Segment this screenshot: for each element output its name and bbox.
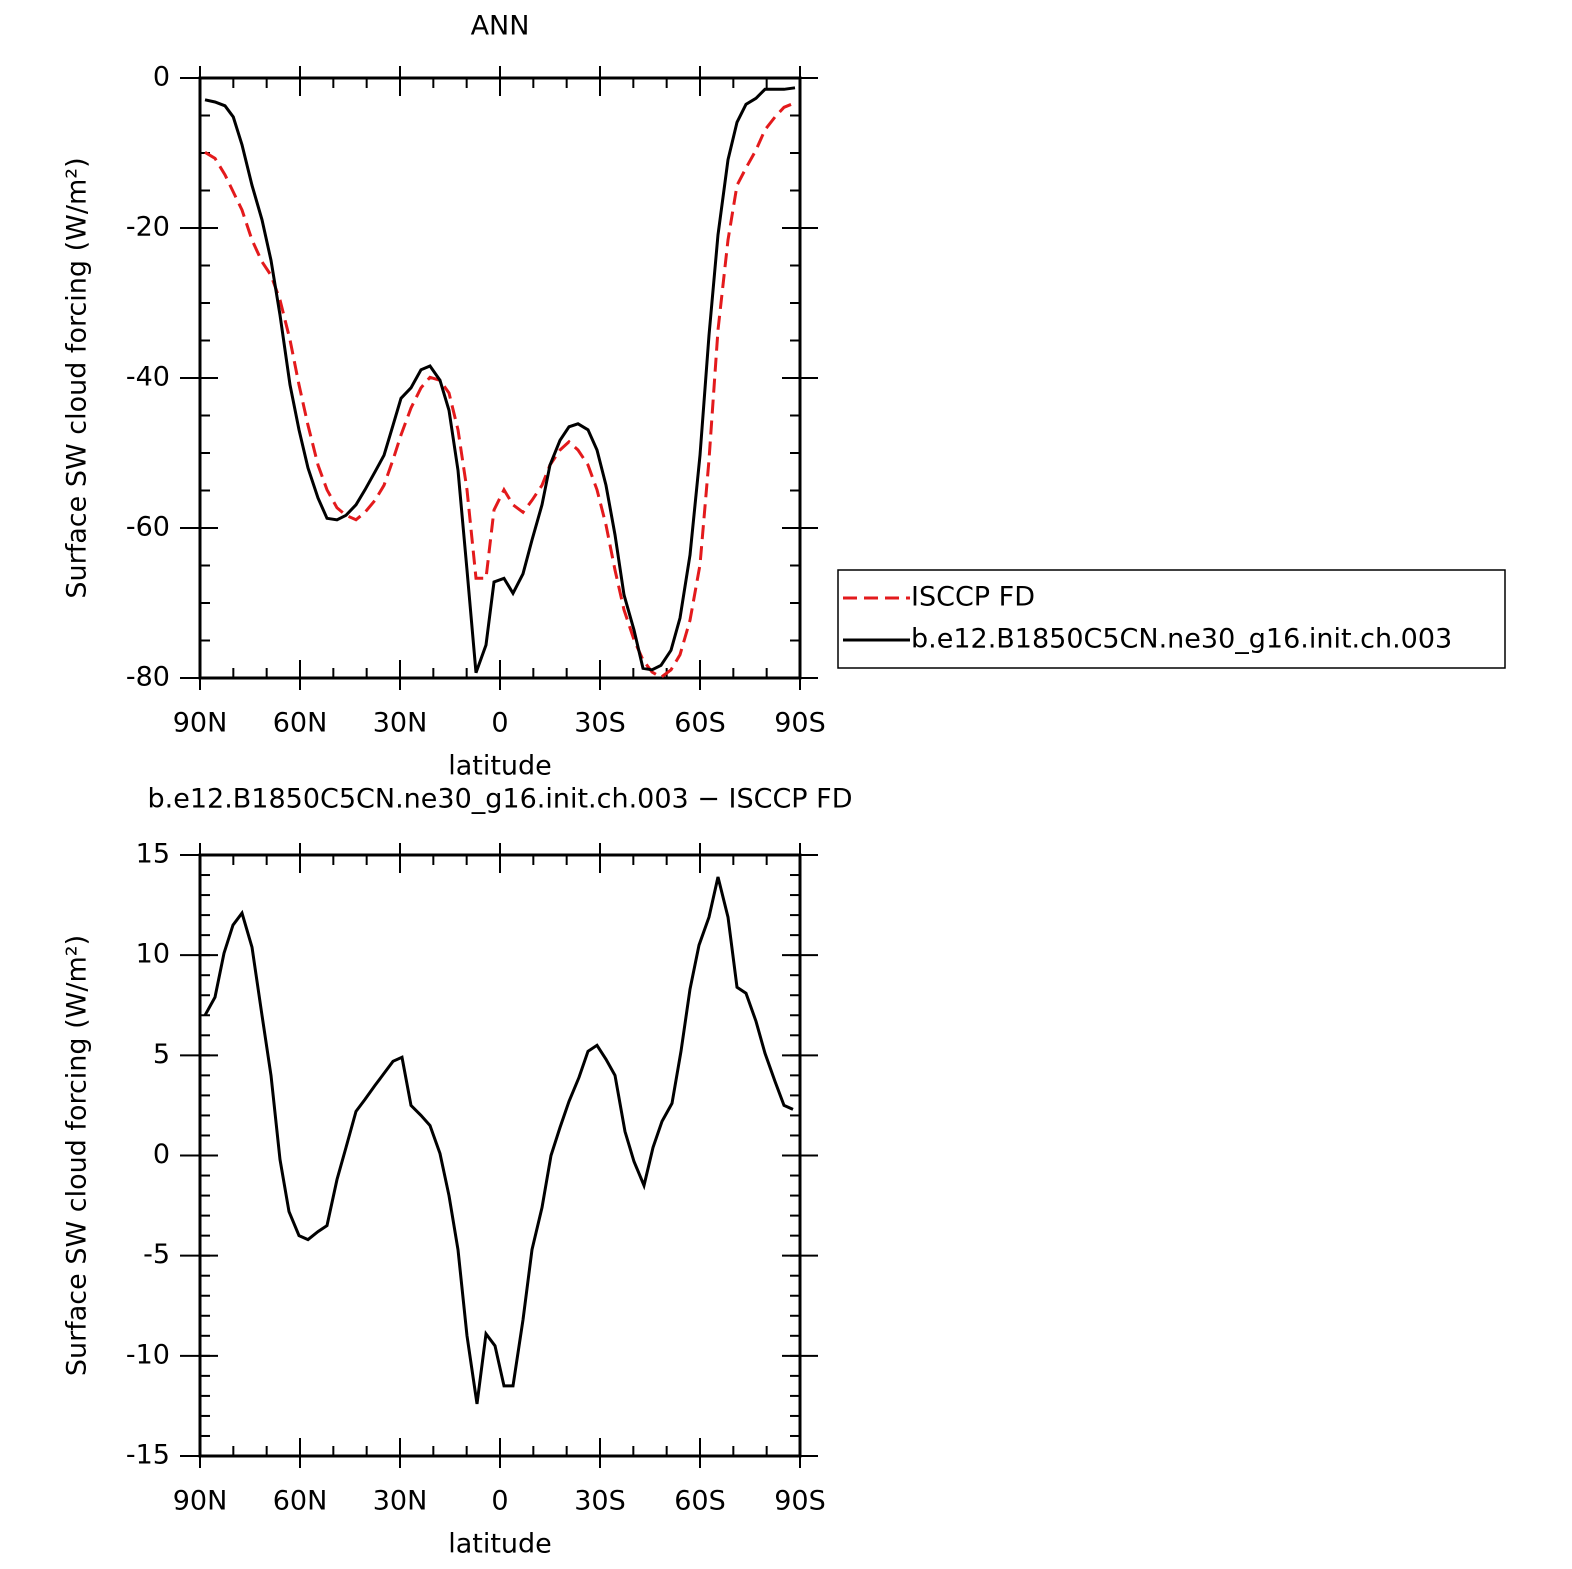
- x-tick-label: 60N: [273, 1486, 328, 1517]
- chart-title: ANN: [471, 11, 530, 42]
- y-tick-label: -15: [126, 1440, 170, 1471]
- legend-label: b.e12.B1850C5CN.ne30_g16.init.ch.003: [911, 624, 1452, 655]
- y-tick-label: -5: [143, 1239, 170, 1270]
- chart-title: b.e12.B1850C5CN.ne30_g16.init.ch.003 − I…: [148, 784, 853, 815]
- y-tick-label: -60: [126, 512, 170, 543]
- data-line: [204, 101, 796, 680]
- x-tick-label: 0: [491, 708, 508, 739]
- x-tick-label: 60N: [273, 708, 328, 739]
- y-tick-label: 15: [136, 839, 170, 870]
- y-axis-label: Surface SW cloud forcing (W/m²): [62, 935, 93, 1376]
- y-tick-label: -10: [126, 1339, 170, 1370]
- x-tick-label: 0: [491, 1486, 508, 1517]
- x-tick-label: 90S: [774, 708, 826, 739]
- x-tick-label: 30S: [574, 1486, 626, 1517]
- x-tick-label: 90N: [173, 1486, 228, 1517]
- x-tick-label: 30N: [373, 708, 428, 739]
- x-axis-label: latitude: [448, 751, 552, 782]
- x-tick-label: 30S: [574, 708, 626, 739]
- data-line: [203, 876, 794, 1405]
- y-tick-label: 5: [153, 1039, 170, 1070]
- x-axis-label: latitude: [448, 1529, 552, 1560]
- y-tick-label: -40: [126, 362, 170, 393]
- y-tick-label: 0: [153, 1139, 170, 1170]
- y-axis-label: Surface SW cloud forcing (W/m²): [62, 157, 93, 598]
- y-tick-label: 0: [153, 62, 170, 93]
- y-tick-label: -80: [126, 662, 170, 693]
- x-tick-label: 30N: [373, 1486, 428, 1517]
- legend-label: ISCCP FD: [911, 582, 1035, 613]
- plot-frame: [198, 76, 802, 680]
- data-line: [204, 86, 796, 674]
- legend-box: [837, 569, 1506, 669]
- plot-frame: [198, 853, 802, 1458]
- x-tick-label: 90S: [774, 1486, 826, 1517]
- x-tick-label: 90N: [173, 708, 228, 739]
- x-tick-label: 60S: [674, 1486, 726, 1517]
- y-tick-label: 10: [136, 939, 170, 970]
- y-tick-label: -20: [126, 212, 170, 243]
- x-tick-label: 60S: [674, 708, 726, 739]
